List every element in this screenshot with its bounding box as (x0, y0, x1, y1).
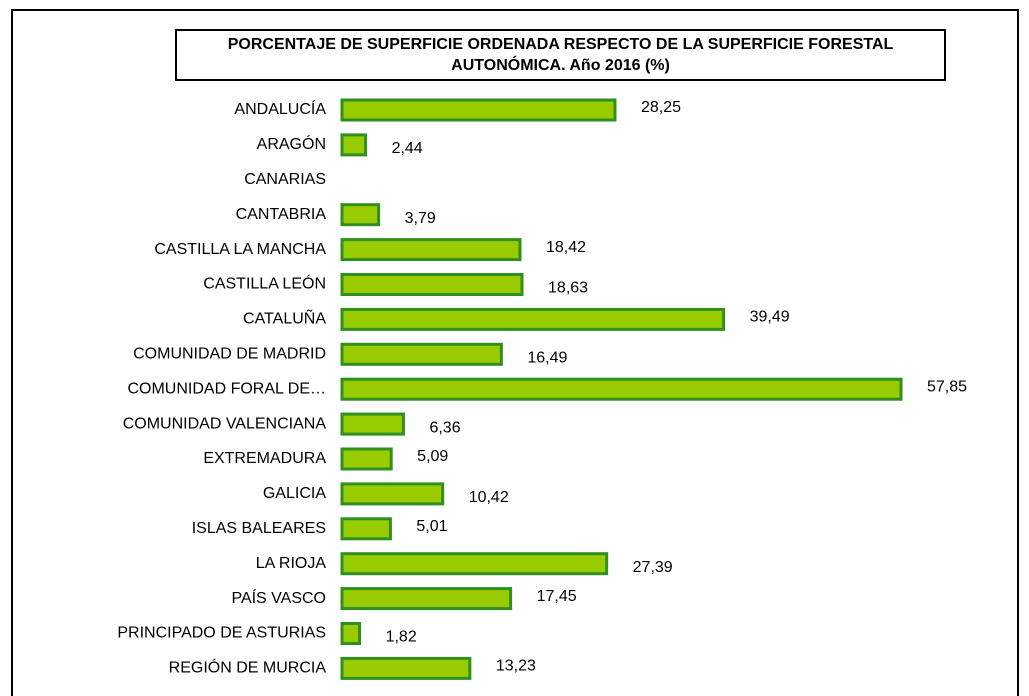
bar (340, 552, 609, 576)
bar (340, 342, 503, 366)
chart-title: PORCENTAJE DE SUPERFICIE ORDENADA RESPEC… (227, 36, 894, 74)
value-label: 17,45 (537, 588, 577, 605)
category-label: ARAGÓN (257, 134, 326, 153)
category-label: PRINCIPADO DE ASTURIAS (117, 625, 326, 642)
bar (340, 482, 445, 506)
bar (340, 622, 362, 645)
value-label: 5,09 (417, 448, 448, 465)
category-label: REGIÓN DE MURCIA (169, 658, 327, 677)
category-label: GALICIA (263, 485, 326, 502)
bar (340, 307, 726, 331)
value-label: 2,44 (392, 140, 423, 157)
chart-border (11, 9, 1019, 696)
category-label: COMUNIDAD FORAL DE… (127, 380, 326, 397)
bar (340, 98, 617, 122)
value-label: 16,49 (527, 350, 567, 367)
category-label: COMUNIDAD DE MADRID (133, 346, 326, 363)
category-label: CASTILLA LA MANCHA (154, 241, 326, 258)
value-label: 13,23 (496, 658, 536, 675)
category-label: ISLAS BALEARES (192, 520, 326, 537)
value-label: 1,82 (386, 629, 417, 646)
category-label: COMUNIDAD VALENCIANA (123, 415, 327, 432)
bar (340, 412, 405, 436)
value-label: 18,42 (546, 239, 586, 256)
value-label: 28,25 (641, 99, 681, 116)
bar (340, 517, 392, 541)
category-label: CANTABRIA (236, 206, 327, 223)
value-label: 6,36 (429, 419, 460, 436)
bar (340, 656, 472, 680)
category-label: PAÍS VASCO (231, 588, 326, 607)
bar (340, 203, 381, 227)
category-label: CATALUÑA (243, 308, 326, 328)
category-label: LA RIOJA (256, 555, 327, 572)
value-label: 18,63 (548, 280, 588, 297)
category-label: ANDALUCÍA (234, 99, 326, 118)
bar (340, 273, 524, 296)
bar (340, 238, 522, 262)
value-label: 5,01 (416, 518, 447, 535)
bar (340, 133, 368, 157)
value-label: 57,85 (927, 378, 967, 395)
category-label: CASTILLA LEÓN (203, 274, 326, 293)
value-label: 39,49 (750, 309, 790, 326)
value-label: 3,79 (405, 210, 436, 227)
title-box (175, 29, 946, 81)
category-label: CANARIAS (244, 171, 326, 188)
bar (340, 377, 903, 401)
value-label: 27,39 (633, 559, 673, 576)
title-container: PORCENTAJE DE SUPERFICIE ORDENADA RESPEC… (227, 36, 894, 74)
category-label: EXTREMADURA (203, 450, 326, 467)
value-label: 10,42 (469, 489, 509, 506)
bar (340, 447, 393, 471)
bar (340, 587, 513, 611)
